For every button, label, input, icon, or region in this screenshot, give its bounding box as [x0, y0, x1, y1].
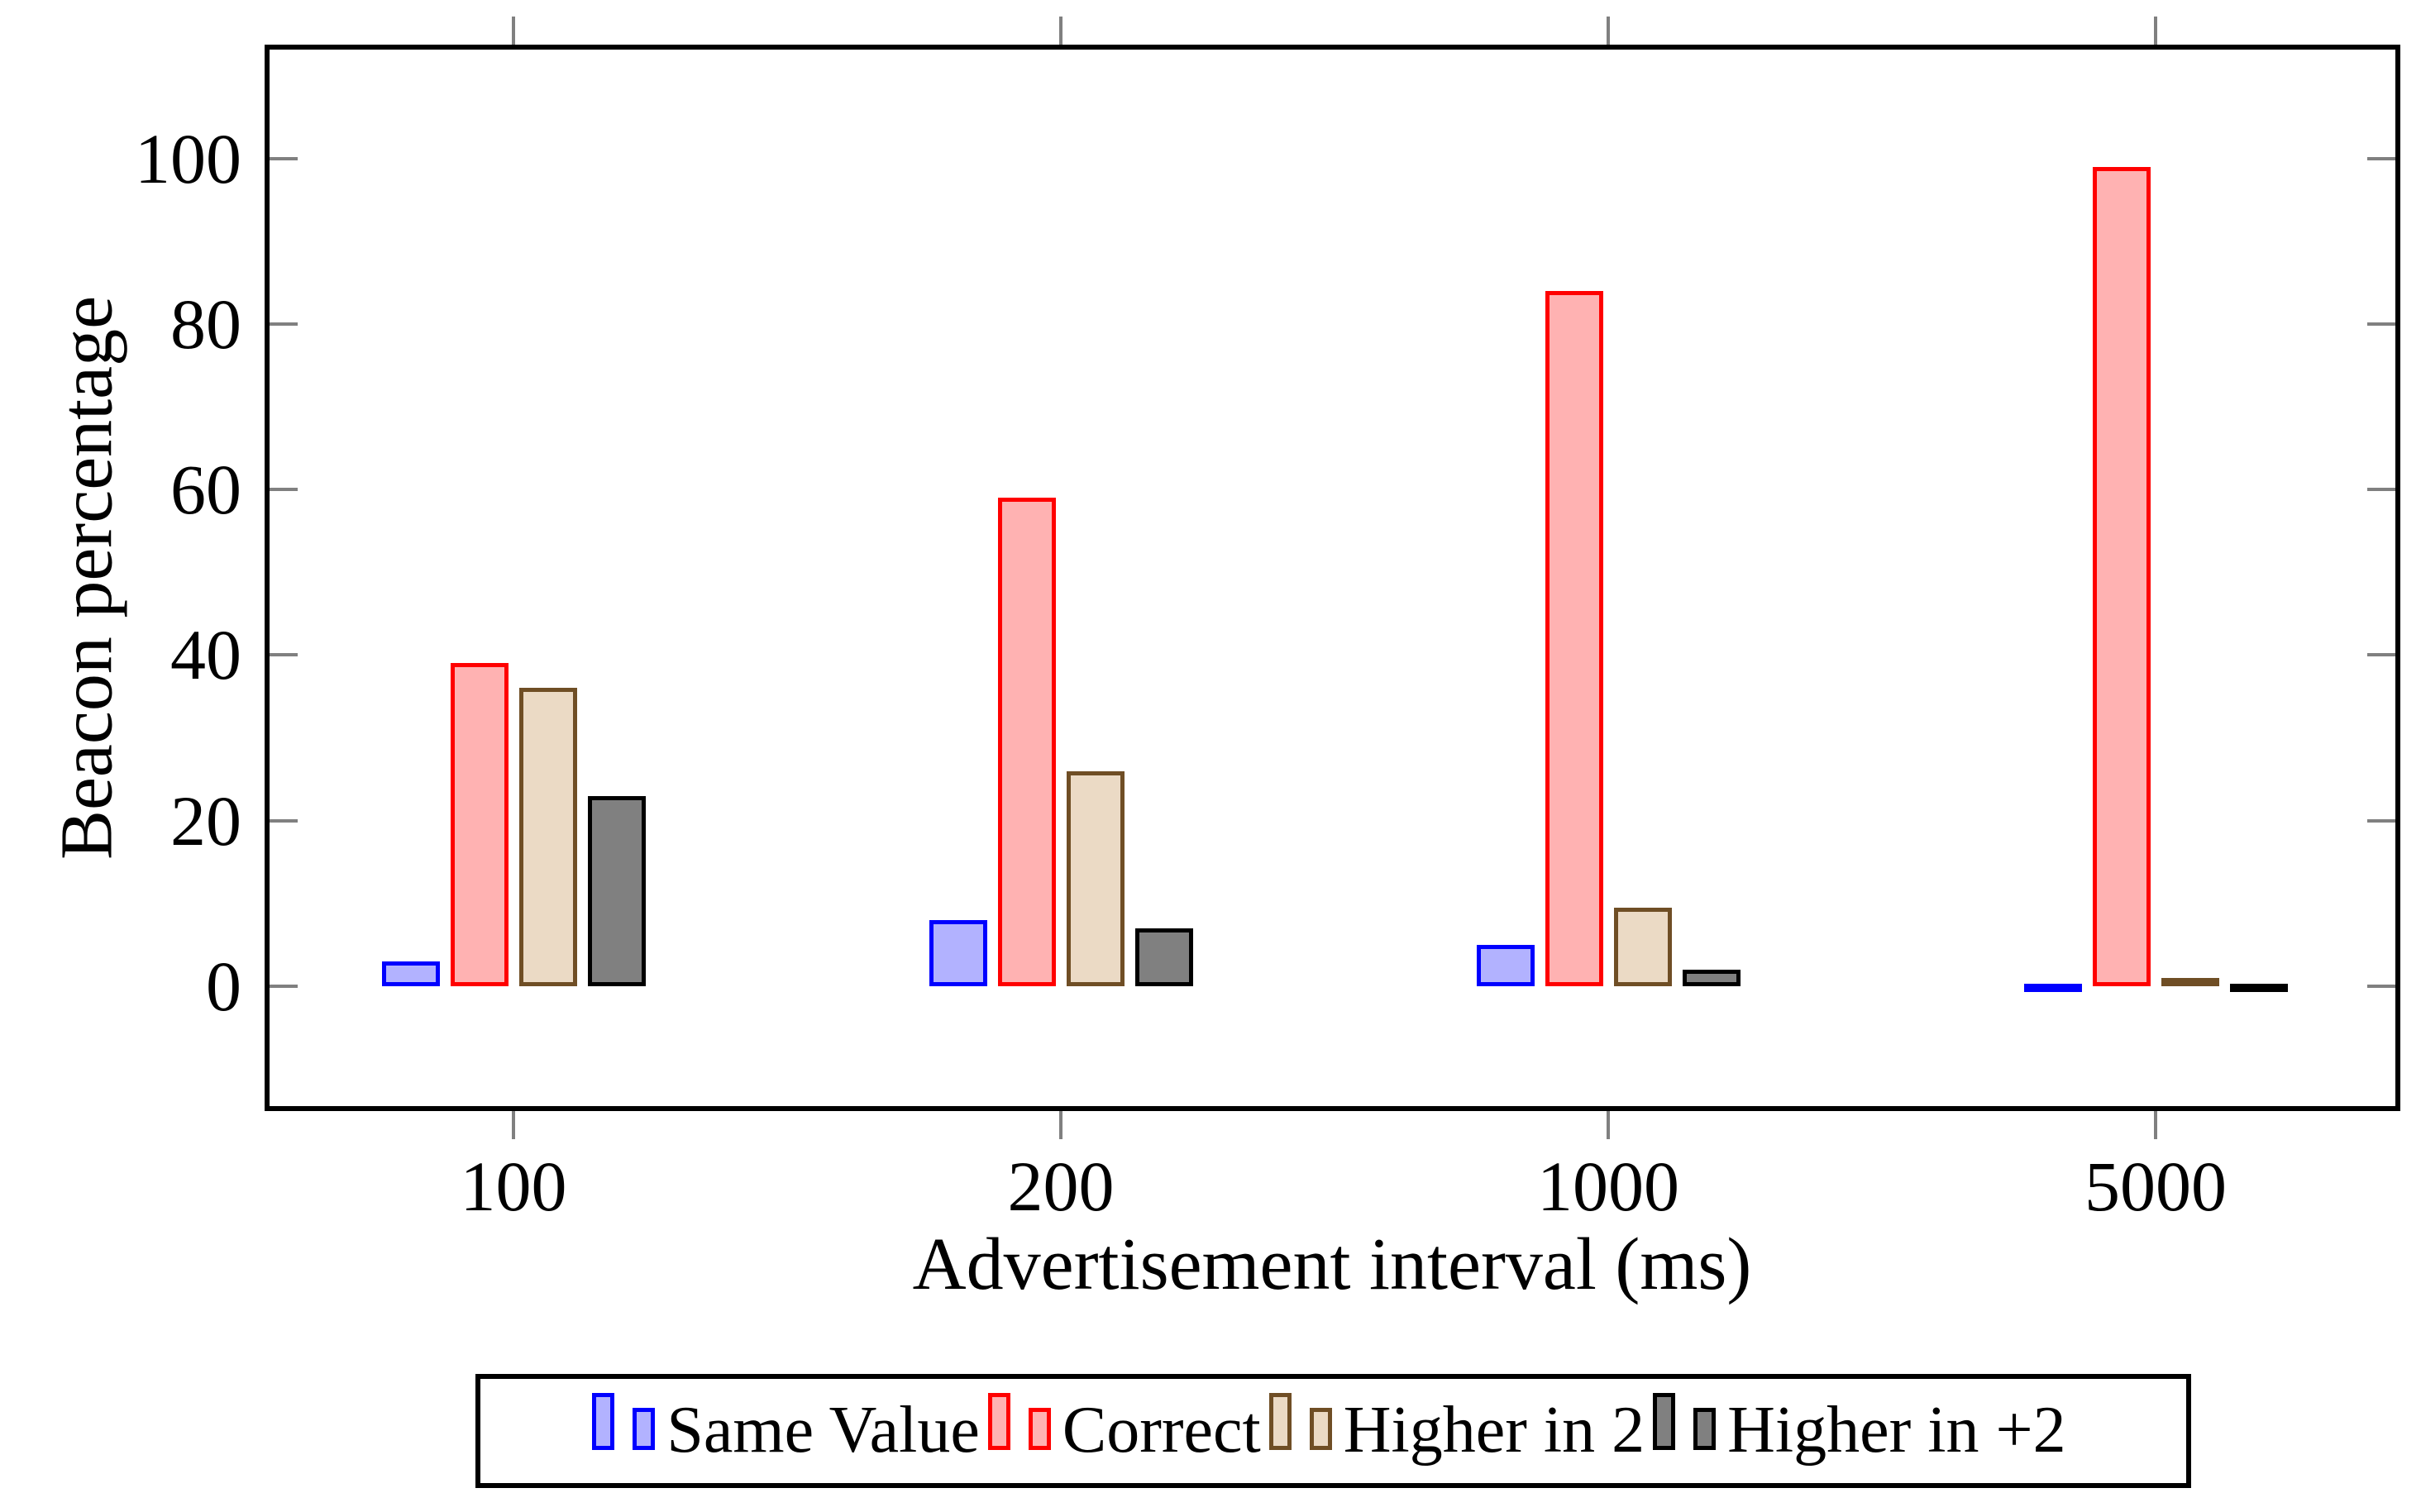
y-tick-left [270, 985, 298, 988]
bar-correct-100 [451, 663, 509, 986]
x-tick-label: 1000 [1537, 1147, 1679, 1226]
legend-swatch-tall [1653, 1393, 1676, 1450]
x-tick-bottom [1607, 1111, 1610, 1139]
legend: Same Value Correct Higher in 2 Higher in +2 [475, 1374, 2191, 1488]
y-axis-title: Beacon percentage [45, 295, 128, 861]
bar-same-value-5000 [2024, 984, 2082, 992]
x-tick-top [512, 17, 515, 45]
x-tick-label: 5000 [2084, 1147, 2227, 1226]
bar-higher-in-2-1000 [1683, 970, 1741, 986]
bar-higher-in-2-5000 [2230, 984, 2288, 992]
x-tick-label: 200 [1007, 1147, 1115, 1226]
y-tick-left [270, 157, 298, 160]
x-tick-top [1059, 17, 1062, 45]
plot-area [265, 45, 2400, 1111]
x-tick-top [2154, 17, 2157, 45]
x-tick-top [1607, 17, 1610, 45]
y-tick-label: 80 [170, 284, 241, 364]
legend-entry: Higher in 2 [1268, 1393, 1645, 1467]
legend-swatch-short [1028, 1408, 1051, 1450]
legend-entry: Same Value [592, 1393, 980, 1467]
legend-label: Higher in 2 [1343, 1394, 1645, 1467]
bar-higher-in-2-100 [519, 688, 577, 986]
x-tick-bottom [2154, 1111, 2157, 1139]
legend-label: Same Value [666, 1394, 980, 1467]
bar-same-value-100 [382, 961, 440, 986]
y-tick-left [270, 488, 298, 491]
bar-same-value-200 [929, 920, 987, 986]
legend-label: Correct [1062, 1394, 1261, 1467]
bar-higher-in-2-1000 [1614, 908, 1672, 986]
x-axis-title: Advertisement interval (ms) [912, 1223, 1752, 1305]
legend-entry: Higher in +2 [1653, 1393, 2066, 1463]
bar-same-value-1000 [1477, 945, 1535, 986]
y-tick-label: 40 [170, 615, 241, 694]
bar-correct-200 [998, 498, 1056, 986]
y-tick-right [2367, 322, 2395, 326]
y-tick-right [2367, 819, 2395, 823]
y-tick-label: 0 [206, 947, 241, 1026]
y-tick-right [2367, 985, 2395, 988]
y-tick-label: 20 [170, 781, 241, 861]
y-tick-left [270, 322, 298, 326]
legend-label: Higher in +2 [1727, 1394, 2066, 1467]
x-tick-bottom [1059, 1111, 1062, 1139]
legend-swatch-tall [1268, 1393, 1292, 1450]
x-tick-label: 100 [460, 1147, 567, 1226]
y-tick-right [2367, 157, 2395, 160]
bar-correct-5000 [2093, 167, 2151, 986]
legend-entry: Correct [987, 1393, 1261, 1467]
y-tick-left [270, 819, 298, 823]
legend-swatch-short [1309, 1408, 1332, 1450]
y-tick-label: 100 [135, 119, 241, 198]
bar-higher-in-2-5000 [2161, 978, 2219, 986]
legend-swatch-short [1693, 1408, 1717, 1450]
legend-swatch-tall [592, 1393, 615, 1450]
bar-higher-in-2-200 [1135, 928, 1193, 986]
bar-higher-in-2-200 [1067, 771, 1125, 986]
legend-swatch-short [633, 1408, 656, 1450]
x-tick-bottom [512, 1111, 515, 1139]
y-tick-left [270, 653, 298, 656]
y-tick-right [2367, 488, 2395, 491]
legend-swatch-tall [987, 1393, 1010, 1450]
y-tick-right [2367, 653, 2395, 656]
bar-higher-in-2-100 [588, 796, 646, 986]
bar-correct-1000 [1545, 291, 1603, 986]
y-tick-label: 60 [170, 450, 241, 529]
